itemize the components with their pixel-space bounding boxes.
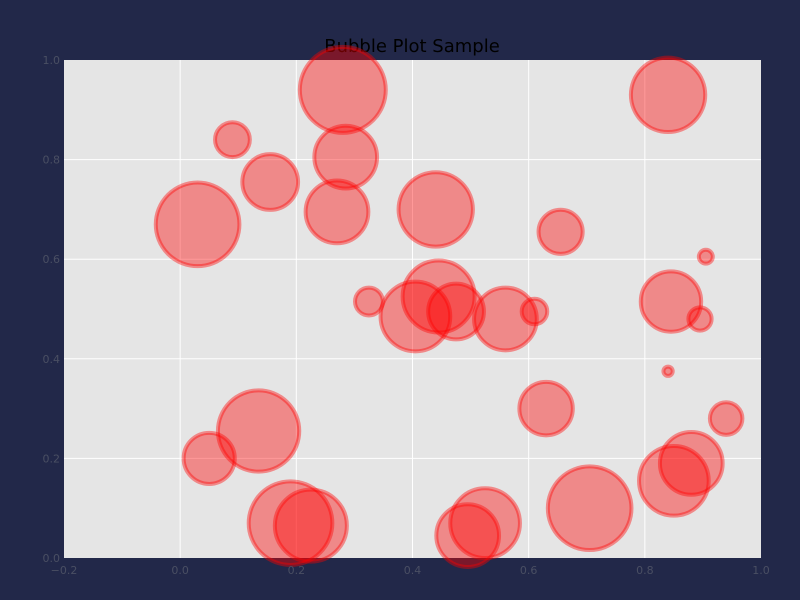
bubble-point (472, 285, 539, 353)
bubble-point (303, 178, 371, 246)
bubble-point (448, 486, 522, 560)
x-tick-label: 0.4 (404, 564, 422, 577)
bubble-point (517, 379, 575, 438)
bubble-point (153, 180, 242, 269)
bubble-point (434, 502, 502, 569)
x-tick-label: 0.6 (520, 564, 538, 577)
bubble-point (297, 44, 388, 135)
bubble-point (536, 207, 585, 256)
bubble-point (637, 443, 711, 518)
bubble-point (661, 364, 675, 378)
x-axis-ticks: −0.2 0.0 0.2 0.4 0.6 0.8 1.0 (51, 564, 770, 577)
bubble-point (400, 258, 477, 335)
bubble-point (426, 281, 486, 342)
x-tick-label: 0.2 (288, 564, 306, 577)
bubble-point (396, 170, 475, 249)
y-tick-label: 0.6 (43, 253, 61, 266)
bubble-point (638, 269, 704, 334)
bubble-point (657, 430, 725, 497)
y-tick-label: 0.8 (43, 154, 61, 167)
x-tick-label: −0.2 (51, 564, 78, 577)
bubble-point (246, 479, 335, 567)
bubble-point (213, 120, 252, 160)
bubble-point (519, 296, 550, 327)
bubble-point (696, 247, 715, 266)
bubble-point (181, 430, 237, 486)
y-tick-label: 0.4 (43, 353, 61, 366)
bubble-point (272, 487, 349, 564)
y-tick-label: 1.0 (43, 54, 61, 67)
x-tick-label: 0.8 (636, 564, 654, 577)
bubble-point (240, 152, 301, 212)
bubble-point (628, 55, 708, 135)
grid-lines (64, 60, 761, 558)
x-tick-label: 1.0 (752, 564, 770, 577)
bubble-point (707, 400, 745, 437)
bubble-point (686, 305, 714, 333)
bubble-point (378, 279, 453, 354)
x-tick-label: 0.0 (171, 564, 189, 577)
y-axis-ticks: 0.0 0.2 0.4 0.6 0.8 1.0 (43, 54, 61, 565)
bubble-point (545, 464, 634, 553)
y-tick-label: 0.2 (43, 452, 61, 465)
bubble-point (215, 388, 302, 474)
bubble-point (312, 123, 380, 191)
y-tick-label: 0.0 (43, 552, 61, 565)
bubbles (153, 44, 745, 569)
bubble-point (352, 285, 385, 318)
chart-title: Bubble Plot Sample (324, 36, 500, 57)
